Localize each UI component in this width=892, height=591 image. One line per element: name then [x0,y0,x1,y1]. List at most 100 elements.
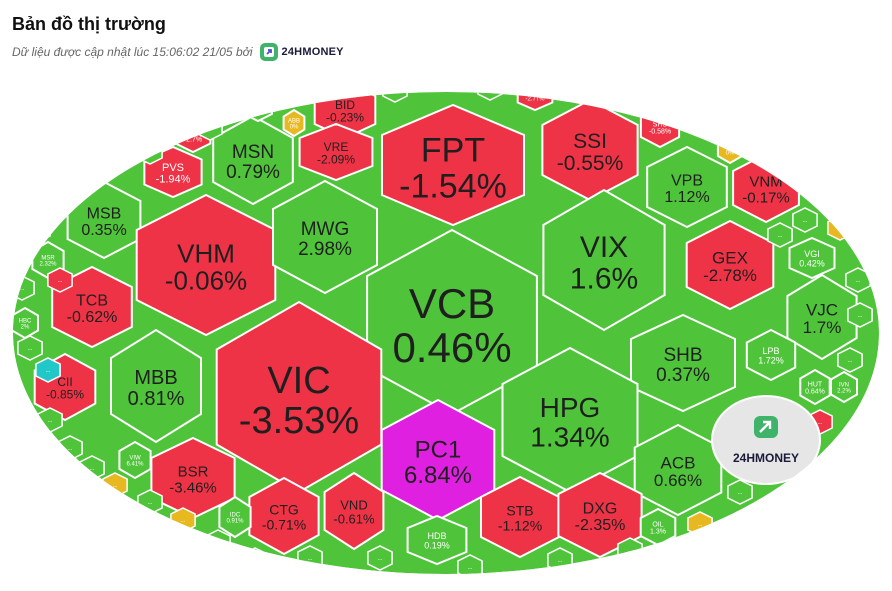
minor-ticker-cell[interactable] [197,115,223,141]
ticker-symbol: VND [340,498,367,513]
ticker-symbol: VJC [806,300,838,319]
minor-ticker-cell[interactable] [457,554,483,579]
minor-ticker-cell[interactable] [367,545,393,571]
ticker-cell-vre[interactable]: VRE-2.09% [298,122,374,182]
ticker-symbol: HBC [19,318,32,324]
ticker-cell-dxg[interactable]: DXG-2.35% [557,471,643,559]
ticker-cell-shape [243,92,273,123]
ticker-symbol: VNM [749,174,782,191]
ticker-change: -0.71% [262,516,306,532]
ticker-cell-shape [323,471,385,551]
minor-ticker-cell[interactable] [567,80,593,103]
minor-ticker-ellipsis: ... [67,446,72,452]
minor-ticker-ellipsis: ... [35,228,40,234]
minor-ticker-cell[interactable] [827,215,853,241]
minor-ticker-ellipsis: ... [487,86,492,92]
minor-ticker-cell[interactable] [157,107,183,133]
ticker-change: -0.06% [165,266,247,296]
minor-ticker-cell[interactable] [477,80,503,101]
minor-ticker-cell[interactable] [205,529,231,555]
ticker-change: -2.7% [184,137,202,144]
minor-ticker-cell[interactable] [17,335,43,361]
ticker-symbol: STB [506,503,533,519]
ticker-cell-shape [745,328,797,382]
minor-ticker-cell[interactable] [25,217,51,243]
ticker-cell-shape [630,313,736,413]
minor-ticker-cell[interactable] [262,86,288,111]
minor-ticker-cell[interactable] [767,127,793,153]
ticker-cell-ssi[interactable]: SSI-0.55% [541,98,639,202]
ticker-change: -0.61% [333,511,375,526]
ticker-symbol: PC1 [415,437,462,464]
minor-ticker-ellipsis: ... [737,121,742,127]
minor-ticker-cell[interactable] [807,152,833,178]
ticker-cell-shs[interactable]: SHS-0.58% [639,105,681,149]
minor-ticker-cell[interactable] [837,347,863,373]
ticker-change: 2.98% [298,239,352,260]
ticker-symbol: SHB [663,345,702,366]
minor-ticker-cell[interactable] [47,267,73,293]
minor-ticker-cell[interactable] [287,80,313,103]
minor-ticker-cell[interactable] [792,207,818,233]
minor-ticker-cell[interactable] [847,302,873,328]
ticker-symbol: MWG [301,219,350,240]
minor-ticker-cell[interactable] [687,97,713,123]
ticker-cell-nvl[interactable]: NVL-2.77% [516,80,554,112]
ticker-cell-stb[interactable]: STB-1.12% [480,475,560,559]
ticker-change: 0% [290,125,299,131]
ticker-cell-tcb[interactable]: TCB-0.62% [51,265,133,349]
minor-ticker-cell[interactable] [627,83,653,108]
ticker-cell-vnd[interactable]: VND-0.61% [323,471,385,551]
ticker-symbol: VHM [177,238,235,268]
minor-ticker-cell[interactable] [117,127,143,153]
ticker-cell-vic[interactable]: VIC-3.53% [215,300,383,494]
ticker-change: 0.79% [226,162,280,183]
minor-ticker-cell[interactable] [137,139,163,165]
minor-ticker-cell[interactable] [832,445,858,471]
brand-logo[interactable]: 24HMONEY [259,42,344,62]
minor-ticker-cell[interactable] [217,88,243,113]
minor-ticker-ellipsis: ... [737,490,742,496]
minor-ticker-cell[interactable] [47,177,73,203]
market-heatmap: FPT -1.54% SSI -0.55% BID -0.23% VRE -2.09% MSN 0… [0,80,892,586]
minor-ticker-cell[interactable] [767,222,793,248]
ticker-cell-vhm[interactable]: VHM-0.06% [135,193,277,337]
minor-ticker-cell[interactable] [727,110,753,136]
minor-ticker-cell[interactable] [242,547,268,573]
ticker-cell-ctg[interactable]: CTG-0.71% [248,476,320,556]
minor-ticker-ellipsis: ... [777,233,782,239]
minor-ticker-cell[interactable] [35,357,61,383]
ticker-cell-fpt[interactable]: FPT-1.54% [381,103,525,227]
ticker-symbol: VC3 [724,144,736,150]
minor-ticker-ellipsis: ... [207,126,212,132]
ticker-cell-shape [381,103,525,227]
update-text: Dữ liệu được cập nhật lúc 15:06:02 21/05… [12,45,253,59]
minor-ticker-cell[interactable] [727,479,753,505]
ticker-cell-bsr[interactable]: BSR-3.46% [150,436,236,520]
minor-ticker-cell[interactable] [82,145,108,171]
minor-ticker-cell[interactable] [382,80,408,103]
minor-ticker-cell[interactable] [637,545,663,571]
